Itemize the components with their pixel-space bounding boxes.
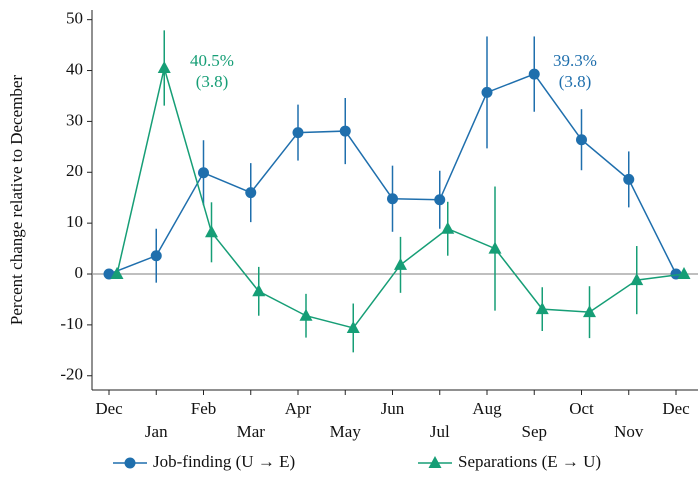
y-tick-label: -10 xyxy=(60,314,83,333)
y-tick-label: 10 xyxy=(66,212,83,231)
x-tick-label: Apr xyxy=(285,399,312,418)
x-tick-label: Mar xyxy=(237,422,266,441)
point xyxy=(488,241,502,254)
legend-marker xyxy=(428,456,442,468)
point xyxy=(387,193,398,205)
point xyxy=(252,284,266,297)
point xyxy=(299,308,313,321)
x-tick-label: Oct xyxy=(569,399,594,418)
point xyxy=(110,267,124,280)
legend-label: Job-finding (U → E) xyxy=(153,452,295,471)
point xyxy=(339,125,351,137)
y-tick-label: 40 xyxy=(66,59,83,78)
y-tick-label: 30 xyxy=(66,110,83,129)
annotation: 40.5% xyxy=(190,51,234,70)
point xyxy=(434,194,446,206)
point xyxy=(150,250,162,262)
point xyxy=(205,225,218,238)
x-tick-label: Sep xyxy=(522,422,548,441)
x-tick-label: Dec xyxy=(662,399,690,418)
point xyxy=(481,86,493,98)
x-tick-label: Jun xyxy=(381,399,405,418)
annotation: 39.3% xyxy=(553,51,597,70)
x-tick-label: Jul xyxy=(430,422,450,441)
point xyxy=(535,302,549,315)
x-tick-label: Nov xyxy=(614,422,644,441)
y-axis-label: Percent change relative to December xyxy=(7,75,26,325)
x-tick-label: Jan xyxy=(145,422,168,441)
y-tick-label: 20 xyxy=(66,161,83,180)
point xyxy=(583,305,596,318)
y-tick-label: 0 xyxy=(75,263,84,282)
point xyxy=(630,273,644,286)
y-tick-label: 50 xyxy=(66,9,83,28)
x-tick-label: Feb xyxy=(191,399,217,418)
point xyxy=(677,267,691,280)
legend-marker xyxy=(124,457,136,469)
point xyxy=(576,134,587,146)
y-tick-label: -20 xyxy=(60,365,83,384)
point xyxy=(441,221,455,234)
point xyxy=(346,320,360,333)
point xyxy=(245,187,257,199)
point xyxy=(292,127,304,139)
annotation: (3.8) xyxy=(196,72,229,91)
x-tick-label: Dec xyxy=(95,399,123,418)
x-tick-label: Aug xyxy=(472,399,502,418)
x-tick-label: May xyxy=(330,422,362,441)
legend-label: Separations (E → U) xyxy=(458,452,601,471)
point xyxy=(198,167,209,179)
point xyxy=(528,68,540,80)
point xyxy=(394,257,407,270)
point xyxy=(157,60,171,73)
point xyxy=(623,173,635,185)
annotation: (3.8) xyxy=(559,72,592,91)
